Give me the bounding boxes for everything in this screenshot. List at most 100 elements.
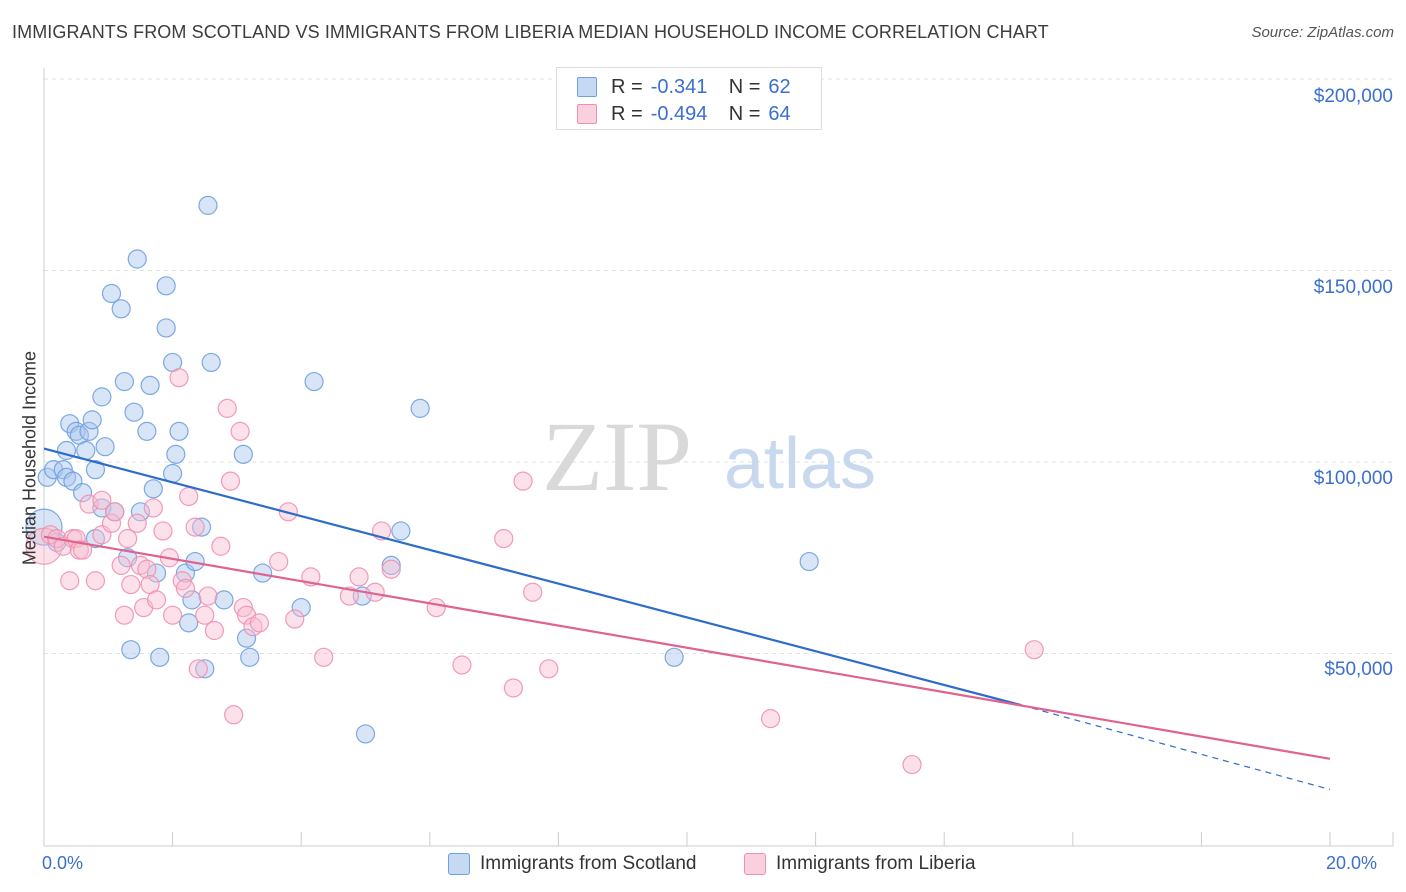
- liberia-point-32: [179, 486, 199, 507]
- scotland-point-34: [156, 276, 176, 296]
- y-tick-label-150000: $150,000: [1313, 277, 1393, 298]
- watermark: ZIP atlas: [542, 401, 876, 512]
- scotland-point-30: [140, 375, 160, 395]
- y-tick-label-100000: $100,000: [1313, 468, 1393, 489]
- scotland-point-20: [101, 283, 122, 304]
- liberia-point-34: [188, 659, 208, 679]
- legend-r-label: R =: [611, 75, 643, 98]
- trend-line-scotland-extension: [1021, 704, 1331, 791]
- liberia-point-42: [230, 421, 250, 441]
- scotland-point-38: [169, 421, 189, 441]
- legend-r-value-liberia: -0.494: [650, 102, 708, 125]
- liberia-point-29: [169, 368, 189, 388]
- bottom-legend-scotland: Immigrants from Scotland: [448, 852, 696, 876]
- scotland-point-23: [114, 371, 134, 392]
- scotland-point-33: [150, 647, 170, 667]
- legend-r-label: R =: [611, 102, 643, 125]
- liberia-point-9: [79, 494, 99, 514]
- liberia-point-24: [143, 498, 163, 518]
- scotland-point-59: [410, 398, 430, 418]
- scotland-point-35: [156, 318, 176, 338]
- chart-source: Source: ZipAtlas.com: [1251, 24, 1394, 41]
- liberia-point-57: [426, 597, 446, 618]
- bottom-legend-label-liberia: Immigrants from Liberia: [776, 853, 976, 874]
- liberia-point-52: [339, 586, 360, 606]
- axes: [43, 68, 1394, 847]
- scotland-point-32: [146, 563, 167, 583]
- liberia-point-31: [175, 578, 196, 598]
- bottom-legend-liberia: Immigrants from Liberia: [744, 852, 976, 876]
- liberia-point-17: [117, 528, 138, 549]
- scotland-point-42: [182, 590, 202, 610]
- bottom-legend-swatch-scotland: [448, 853, 470, 875]
- liberia-point-66: [1024, 640, 1044, 660]
- legend-n-label: N =: [728, 102, 761, 125]
- scotland-point-27: [127, 249, 147, 269]
- liberia-point-53: [349, 567, 369, 587]
- y-axis-title: Median Household Income: [19, 350, 40, 566]
- scotland-point-41: [179, 613, 199, 633]
- liberia-point-18: [121, 574, 141, 595]
- scotland-point-39: [166, 444, 186, 464]
- liberia-point-56: [381, 559, 401, 579]
- scotland-point-0: [25, 508, 63, 546]
- trend-lines: [43, 447, 1331, 791]
- liberia-point-37: [204, 620, 224, 641]
- liberia-point-47: [269, 551, 289, 572]
- scotland-point-51: [240, 647, 260, 667]
- scotland-point-53: [291, 597, 311, 618]
- liberia-point-10: [85, 571, 106, 591]
- legend-r-value-scotland: -0.341: [650, 75, 708, 98]
- liberia-point-65: [902, 754, 922, 775]
- scotland-point-54: [304, 371, 324, 392]
- liberia-point-12: [92, 490, 112, 510]
- scotland-point-47: [201, 352, 221, 373]
- liberia-point-14: [105, 502, 125, 522]
- scotland-point-56: [355, 724, 376, 744]
- scotland-point-44: [191, 517, 212, 537]
- scotland-point-61: [799, 551, 819, 572]
- legend-n-value-liberia: 64: [768, 102, 791, 125]
- liberia-point-28: [163, 605, 183, 625]
- x-axis-min-label: 0.0%: [42, 853, 84, 873]
- liberia-point-33: [185, 517, 205, 537]
- liberia-point-35: [195, 605, 215, 625]
- liberia-point-62: [523, 582, 543, 602]
- scotland-point-25: [121, 640, 141, 660]
- liberia-point-51: [314, 647, 334, 667]
- liberia-point-8: [72, 540, 93, 560]
- scotland-point-60: [664, 647, 684, 667]
- liberia-point-19: [127, 513, 147, 533]
- bottom-legend-label-scotland: Immigrants from Scotland: [480, 853, 697, 874]
- legend-row-liberia: R = -0.494 N = 64: [577, 101, 791, 127]
- scotland-point-50: [236, 628, 257, 648]
- scotland-point-26: [124, 402, 144, 422]
- series-liberia-points: [25, 368, 1044, 775]
- scotland-point-18: [92, 387, 112, 407]
- grid-lines: [44, 78, 1395, 654]
- scotland-point-48: [214, 590, 234, 610]
- scotland-point-49: [233, 444, 253, 464]
- liberia-point-40: [220, 471, 241, 491]
- legend-swatch-scotland: [577, 77, 597, 97]
- scotland-point-46: [198, 195, 218, 215]
- liberia-point-4: [60, 571, 80, 591]
- scotland-point-15: [85, 460, 106, 480]
- scotland-point-58: [391, 521, 411, 541]
- liberia-point-39: [217, 398, 237, 418]
- liberia-point-16: [114, 605, 134, 625]
- liberia-point-15: [111, 555, 131, 576]
- x-axis-max-label: 20.0%: [1326, 853, 1378, 873]
- scotland-point-11: [72, 483, 93, 503]
- series-scotland-points: [25, 195, 819, 744]
- liberia-point-61: [513, 471, 533, 491]
- scotland-point-19: [95, 437, 115, 457]
- scotland-point-17: [92, 498, 112, 518]
- y-tick-label-50000: $50,000: [1324, 659, 1393, 680]
- scotland-point-1: [37, 467, 57, 487]
- legend-n-label: N =: [728, 75, 761, 98]
- legend-row-scotland: R = -0.341 N = 62: [577, 74, 791, 100]
- scotland-point-13: [79, 421, 99, 441]
- chart-title: IMMIGRANTS FROM SCOTLAND VS IMMIGRANTS F…: [12, 22, 1049, 42]
